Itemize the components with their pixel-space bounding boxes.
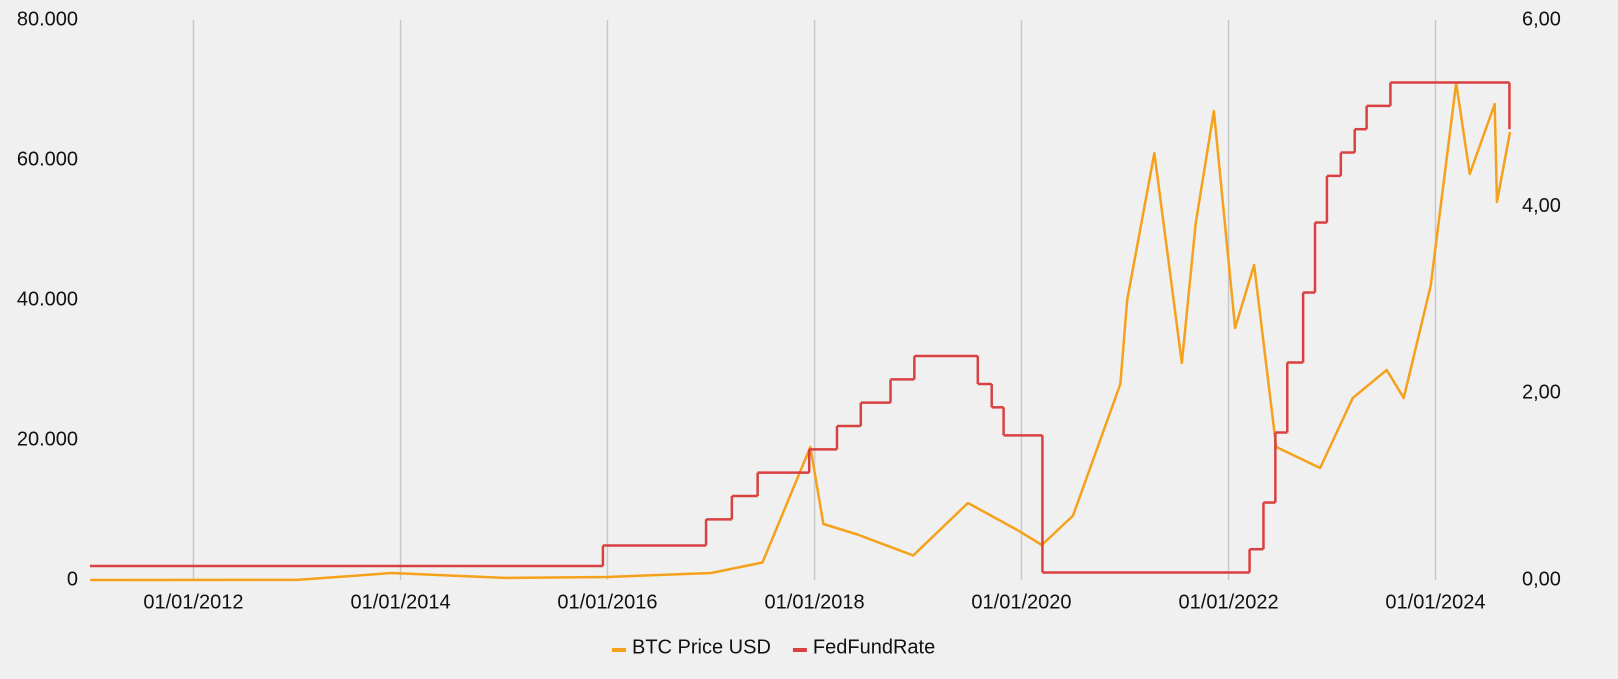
x-tick-label: 01/01/2020: [971, 591, 1071, 613]
y-tick-label: 20.000: [17, 428, 78, 450]
x-tick-label: 01/01/2016: [557, 591, 657, 613]
y-tick-label: 60.000: [17, 148, 78, 170]
x-tick-label: 01/01/2022: [1179, 591, 1279, 613]
x-tick-label: 01/01/2024: [1385, 591, 1485, 613]
y-tick-label: 40.000: [17, 288, 78, 310]
series-line: [89, 81, 1512, 582]
y2-tick-label: 6,00: [1522, 8, 1561, 30]
x-tick-label: 01/01/2018: [765, 591, 865, 613]
y2-tick-label: 4,00: [1522, 195, 1561, 217]
legend-label: FedFundRate: [813, 636, 935, 658]
y2-tick-label: 0,00: [1522, 568, 1561, 590]
x-tick-label: 01/01/2014: [351, 591, 451, 613]
legend-label: BTC Price USD: [632, 636, 771, 658]
x-tick-label: 01/01/2012: [143, 591, 243, 613]
y-tick-label: 0: [67, 568, 78, 590]
y-tick-label: 80.000: [17, 8, 78, 30]
y2-tick-label: 2,00: [1522, 382, 1561, 404]
